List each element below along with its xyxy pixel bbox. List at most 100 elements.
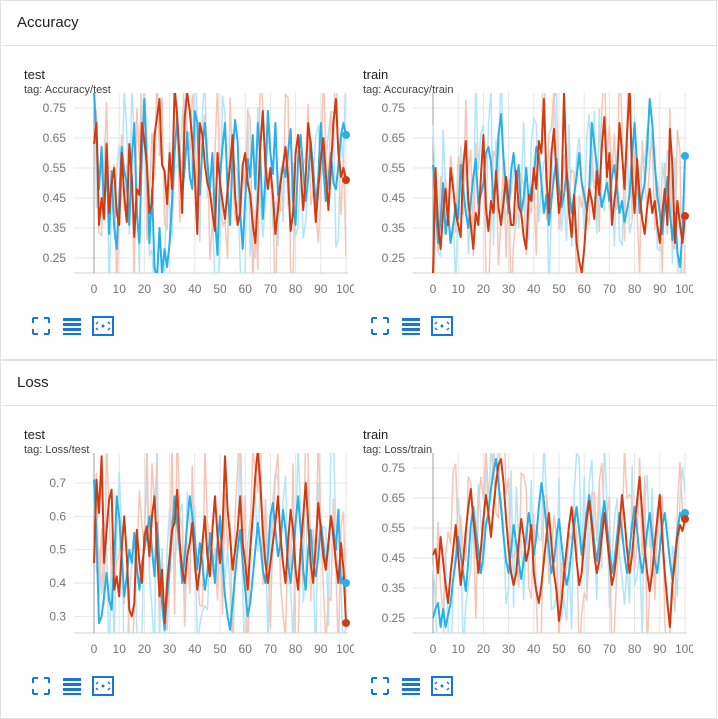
x-tick-label: 80 <box>289 642 303 656</box>
series-end-point <box>681 509 689 517</box>
x-tick-label: 90 <box>653 642 667 656</box>
section-title: Accuracy <box>17 14 79 31</box>
x-tick-label: 90 <box>314 282 328 296</box>
x-tick-label: 10 <box>452 642 466 656</box>
x-tick-label: 30 <box>502 642 516 656</box>
x-tick-label: 60 <box>578 282 592 296</box>
series-line <box>93 93 347 244</box>
y-tick-label: 0.45 <box>382 191 406 205</box>
y-tick-label: 0.6 <box>49 509 66 523</box>
x-tick-label: 50 <box>552 642 566 656</box>
line-chart[interactable]: 0.25 0.35 0.45 0.55 0.65 0.75 0 10 20 30 40 50 60 70 8… <box>24 93 354 313</box>
fullscreen-icon[interactable] <box>369 675 391 697</box>
y-tick-label: 0.55 <box>43 161 67 175</box>
x-tick-label: 40 <box>188 282 202 296</box>
section-header-loss[interactable]: Loss <box>1 361 716 406</box>
section-header-accuracy[interactable]: Accuracy <box>1 1 716 46</box>
x-tick-label: 50 <box>213 642 227 656</box>
fullscreen-icon[interactable] <box>30 315 52 337</box>
card-tag: tag: Accuracy/train <box>363 84 454 96</box>
x-tick-label: 100 <box>675 282 693 296</box>
y-tick-label: 0.65 <box>382 131 406 145</box>
y-tick-label: 0.7 <box>49 476 66 490</box>
line-chart[interactable]: 0.3 0.4 0.5 0.6 0.7 0 10 20 30 40 50 60 70 80 90 100 <box>24 453 354 673</box>
x-tick-label: 40 <box>527 282 541 296</box>
chart-card-loss-test: test tag: Loss/test 0.3 0.4 0.5 0.6 0.7 0 10 20… <box>24 427 354 717</box>
y-tick-label: 0.4 <box>49 576 66 590</box>
section-title: Loss <box>17 374 49 391</box>
y-tick-label: 0.25 <box>43 251 67 265</box>
y-tick-label: 0.25 <box>382 611 406 625</box>
fit-domain-icon[interactable] <box>92 675 114 697</box>
raw-series-line <box>433 93 686 273</box>
series-end-point <box>681 515 689 523</box>
series-line <box>93 453 347 624</box>
x-tick-label: 0 <box>91 642 98 656</box>
x-tick-label: 10 <box>452 282 466 296</box>
x-tick-label: 20 <box>477 642 491 656</box>
line-chart[interactable]: 0.25 0.35 0.45 0.55 0.65 0.75 0 10 20 30 40 50 60 70 8… <box>363 453 693 673</box>
x-tick-label: 20 <box>138 282 152 296</box>
series-line <box>432 458 686 628</box>
x-tick-label: 70 <box>264 642 278 656</box>
x-tick-label: 0 <box>430 642 437 656</box>
x-tick-label: 100 <box>336 642 354 656</box>
series-end-point <box>681 152 689 160</box>
chart-card-accuracy-train: train tag: Accuracy/train 0.25 0.35 0.45 0.… <box>363 67 693 357</box>
series-end-point <box>342 131 350 139</box>
series-end-point <box>681 212 689 220</box>
y-tick-label: 0.75 <box>382 101 406 115</box>
toggle-y-log-icon[interactable] <box>400 315 422 337</box>
fit-domain-icon[interactable] <box>431 315 453 337</box>
y-tick-label: 0.55 <box>382 521 406 535</box>
x-tick-label: 0 <box>430 282 437 296</box>
x-tick-label: 70 <box>603 282 617 296</box>
line-chart[interactable]: 0.25 0.35 0.45 0.55 0.65 0.75 0 10 20 30 40 50 60 70 8… <box>363 93 693 313</box>
x-tick-label: 20 <box>138 642 152 656</box>
card-tag: tag: Loss/train <box>363 444 433 456</box>
series-line <box>432 458 686 628</box>
x-tick-label: 90 <box>314 642 328 656</box>
y-tick-label: 0.65 <box>43 131 67 145</box>
card-title: test <box>24 67 45 82</box>
toggle-y-log-icon[interactable] <box>400 675 422 697</box>
y-tick-label: 0.35 <box>43 221 67 235</box>
x-tick-label: 50 <box>213 282 227 296</box>
y-tick-label: 0.45 <box>43 191 67 205</box>
fullscreen-icon[interactable] <box>30 675 52 697</box>
series-end-point <box>342 579 350 587</box>
x-tick-label: 60 <box>239 282 253 296</box>
x-tick-label: 80 <box>628 282 642 296</box>
x-tick-label: 100 <box>675 642 693 656</box>
fit-domain-icon[interactable] <box>431 675 453 697</box>
y-tick-label: 0.5 <box>49 543 66 557</box>
x-tick-label: 60 <box>239 642 253 656</box>
x-tick-label: 40 <box>527 642 541 656</box>
y-tick-label: 0.25 <box>382 251 406 265</box>
toggle-y-log-icon[interactable] <box>61 315 83 337</box>
y-tick-label: 0.35 <box>382 221 406 235</box>
x-tick-label: 10 <box>113 282 127 296</box>
x-tick-label: 0 <box>91 282 98 296</box>
section-loss: Loss test tag: Loss/test 0.3 0.4 0.5 0.6 0.7… <box>0 360 717 719</box>
chart-card-accuracy-test: test tag: Accuracy/test 0.25 0.35 0.45 0.55… <box>24 67 354 357</box>
series-line <box>432 98 686 268</box>
y-tick-label: 0.75 <box>43 101 67 115</box>
fullscreen-icon[interactable] <box>369 315 391 337</box>
chart-card-loss-train: train tag: Loss/train 0.25 0.35 0.45 0.55 0.… <box>363 427 693 717</box>
y-tick-label: 0.3 <box>49 609 66 623</box>
series-end-point <box>342 176 350 184</box>
section-accuracy: Accuracy test tag: Accuracy/test 0.25 0.3… <box>0 0 717 360</box>
x-tick-label: 90 <box>653 282 667 296</box>
card-title: test <box>24 427 45 442</box>
x-tick-label: 70 <box>264 282 278 296</box>
fit-domain-icon[interactable] <box>92 315 114 337</box>
y-tick-label: 0.35 <box>382 581 406 595</box>
x-tick-label: 30 <box>163 642 177 656</box>
x-tick-label: 80 <box>628 642 642 656</box>
x-tick-label: 80 <box>289 282 303 296</box>
y-tick-label: 0.45 <box>382 551 406 565</box>
raw-series-line <box>93 453 347 633</box>
toggle-y-log-icon[interactable] <box>61 675 83 697</box>
x-tick-label: 20 <box>477 282 491 296</box>
